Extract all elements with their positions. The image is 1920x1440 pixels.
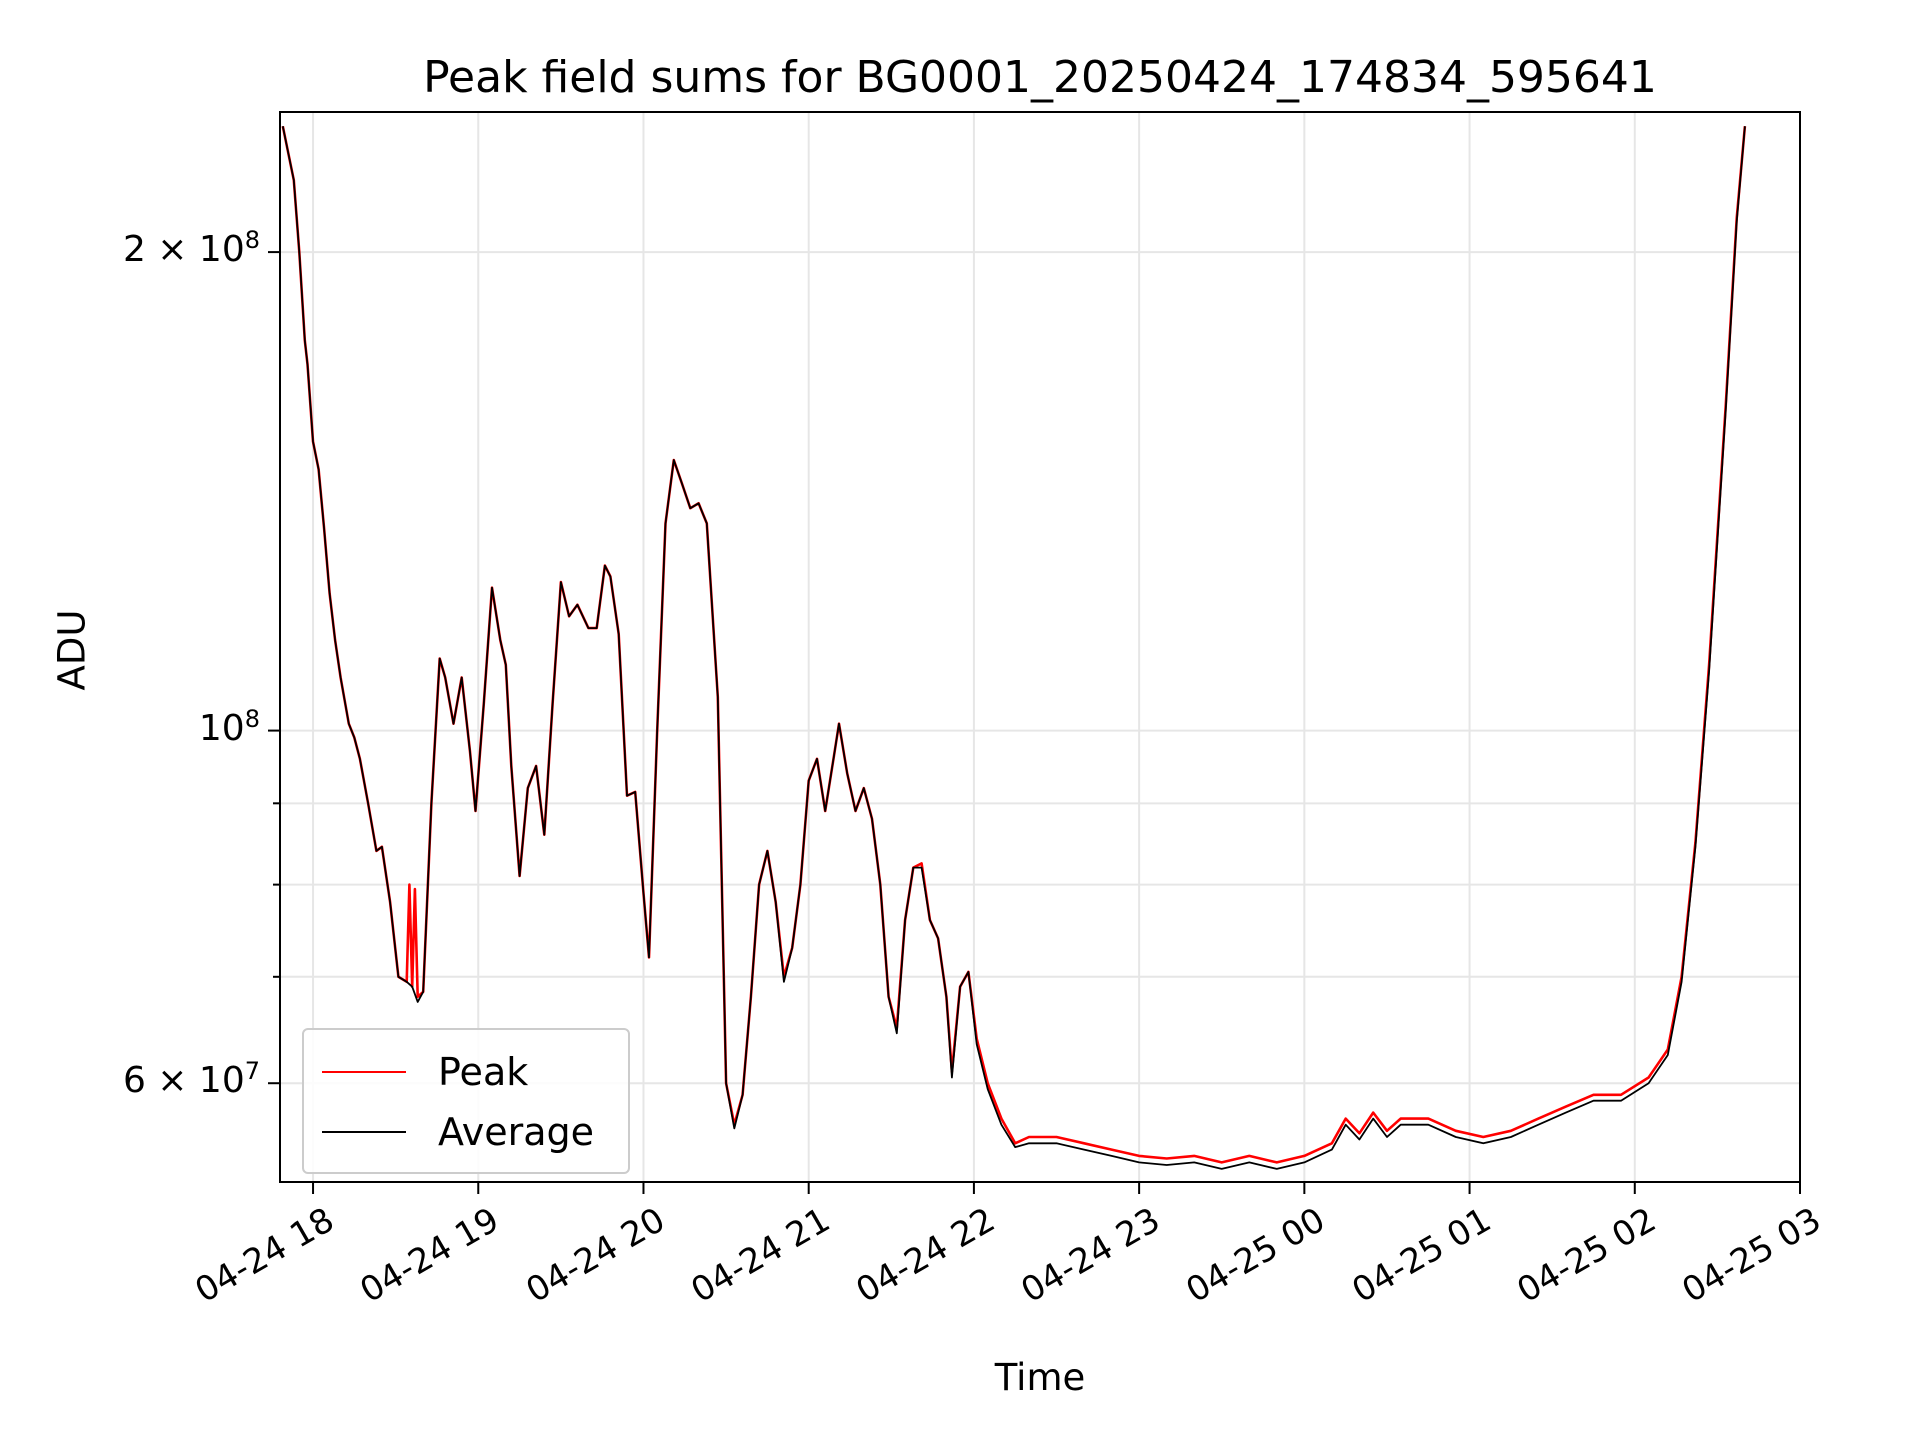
- series-line-average: [281, 126, 1746, 1170]
- y-tick-exponent: 8: [244, 226, 260, 255]
- y-tick-label: 2 × 108: [123, 226, 260, 270]
- legend-swatch-peak: [322, 1071, 406, 1073]
- legend: Peak Average: [302, 1028, 630, 1174]
- legend-label-peak: Peak: [438, 1050, 529, 1094]
- plot-frame: [279, 111, 1801, 1183]
- chart-title: Peak field sums for BG0001_20250424_1748…: [423, 52, 1657, 103]
- legend-label-average: Average: [438, 1110, 595, 1154]
- x-axis-label: Time: [994, 1356, 1086, 1399]
- legend-item-peak: Peak: [322, 1048, 528, 1096]
- y-tick-label: 6 × 107: [123, 1057, 260, 1101]
- ticks: [268, 251, 1801, 1194]
- legend-item-average: Average: [322, 1108, 594, 1156]
- y-tick-mantissa: 10: [198, 707, 245, 749]
- y-tick-label: 108: [199, 705, 260, 749]
- y-tick-mantissa: 6 × 10: [122, 1060, 245, 1102]
- plot-area: [281, 125, 1747, 1170]
- y-tick-mantissa: 2 × 10: [122, 229, 245, 271]
- grid: [280, 112, 1801, 1182]
- legend-swatch-average: [322, 1131, 406, 1133]
- y-tick-exponent: 8: [244, 704, 260, 733]
- y-axis-label: ADU: [50, 609, 94, 691]
- y-tick-exponent: 7: [244, 1057, 260, 1086]
